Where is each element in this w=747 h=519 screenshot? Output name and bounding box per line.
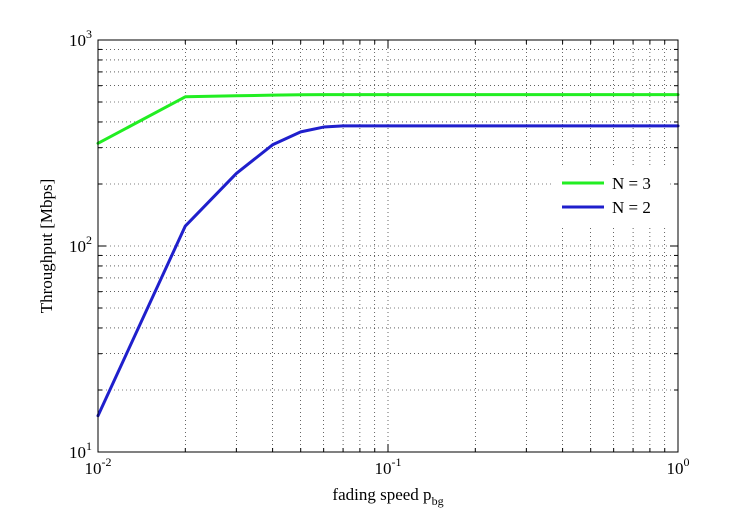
y-tick-label: 101 [69, 439, 92, 462]
legend-label: N = 3 [612, 174, 651, 193]
tick-labels: 10-2 10-1 100 101 102 103 [69, 27, 690, 478]
series-line-2 [96, 124, 680, 418]
legend: N = 3 N = 2 [552, 168, 670, 226]
x-axis-label: fading speed pbg [332, 485, 443, 508]
x-tick-label: 100 [667, 455, 690, 478]
grid [98, 40, 678, 452]
series-line-1 [96, 93, 680, 145]
series-lines [96, 93, 680, 418]
x-axis-label-subscript: bg [432, 494, 444, 508]
legend-box [552, 168, 670, 226]
y-axis-label: Throughput [Mbps] [37, 179, 56, 314]
legend-label: N = 2 [612, 198, 651, 217]
y-tick-label: 103 [69, 27, 92, 50]
axis-ticks [97, 39, 679, 453]
y-tick-label: 102 [69, 233, 92, 256]
x-tick-label: 10-2 [85, 455, 112, 478]
x-tick-label: 10-1 [375, 455, 402, 478]
